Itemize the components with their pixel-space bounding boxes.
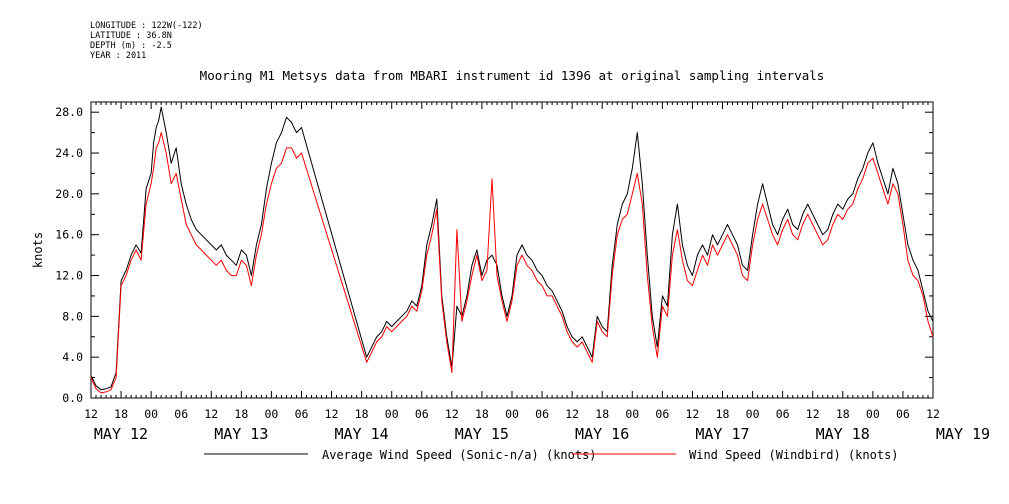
x-tick-label: 18 (475, 407, 489, 421)
x-tick-label: 00 (866, 407, 880, 421)
x-tick-label: 12 (445, 407, 459, 421)
x-tick-label: 00 (385, 407, 399, 421)
legend-label-windbird: Wind Speed (Windbird) (knots) (689, 448, 899, 462)
y-tick-label: 8.0 (62, 309, 83, 323)
metadata-latitude: LATITUDE : 36.8N (90, 31, 172, 41)
x-tick-label: 12 (325, 407, 339, 421)
x-tick-label: 12 (806, 407, 820, 421)
x-day-label: MAY 12 (94, 425, 148, 443)
y-tick-label: 4.0 (62, 350, 83, 364)
x-tick-label: 18 (114, 407, 128, 421)
x-tick-label: 00 (505, 407, 519, 421)
x-tick-label: 06 (415, 407, 429, 421)
chart-title: Mooring M1 Metsys data from MBARI instru… (199, 68, 825, 83)
series-line-windbird (90, 132, 934, 394)
x-tick-label: 06 (655, 407, 669, 421)
x-day-label: MAY 15 (455, 425, 509, 443)
x-tick-label: 00 (144, 407, 158, 421)
x-day-label: MAY 16 (575, 425, 629, 443)
x-tick-label: 12 (565, 407, 579, 421)
y-tick-label: 24.0 (55, 146, 83, 160)
series-line-sonic (90, 106, 934, 391)
y-tick-label: 28.0 (55, 105, 83, 119)
x-tick-label: 18 (355, 407, 369, 421)
y-axis-label: knots (31, 232, 45, 268)
x-day-label: MAY 17 (695, 425, 749, 443)
x-tick-label: 00 (746, 407, 760, 421)
x-tick-label: 06 (535, 407, 549, 421)
metadata-depth: DEPTH (m) : -2.5 (90, 41, 172, 51)
y-tick-label: 0.0 (62, 391, 83, 405)
x-tick-label: 12 (926, 407, 940, 421)
x-tick-label: 18 (716, 407, 730, 421)
x-tick-label: 18 (595, 407, 609, 421)
x-tick-label: 06 (174, 407, 188, 421)
metadata-longitude: LONGITUDE : 122W(-122) (90, 21, 203, 31)
x-day-label: MAY 13 (214, 425, 268, 443)
x-tick-label: 00 (264, 407, 278, 421)
x-tick-label: 18 (836, 407, 850, 421)
x-tick-label: 06 (295, 407, 309, 421)
x-tick-label: 00 (625, 407, 639, 421)
plot-frame (90, 101, 934, 399)
x-day-label: MAY 18 (816, 425, 870, 443)
x-tick-label: 12 (685, 407, 699, 421)
legend-label-sonic: Average Wind Speed (Sonic-n/a) (knots) (322, 448, 597, 462)
y-tick-label: 12.0 (55, 269, 83, 283)
y-tick-label: 16.0 (55, 228, 83, 242)
x-day-label: MAY 19 (936, 425, 990, 443)
metadata-block: LONGITUDE : 122W(-122) LATITUDE : 36.8N … (90, 21, 203, 61)
x-tick-label: 12 (204, 407, 218, 421)
x-tick-label: 06 (896, 407, 910, 421)
y-tick-label: 20.0 (55, 187, 83, 201)
metadata-year: YEAR : 2011 (90, 51, 147, 61)
x-tick-label: 18 (234, 407, 248, 421)
x-day-label: MAY 14 (334, 425, 388, 443)
x-tick-label: 12 (84, 407, 98, 421)
x-tick-label: 06 (776, 407, 790, 421)
